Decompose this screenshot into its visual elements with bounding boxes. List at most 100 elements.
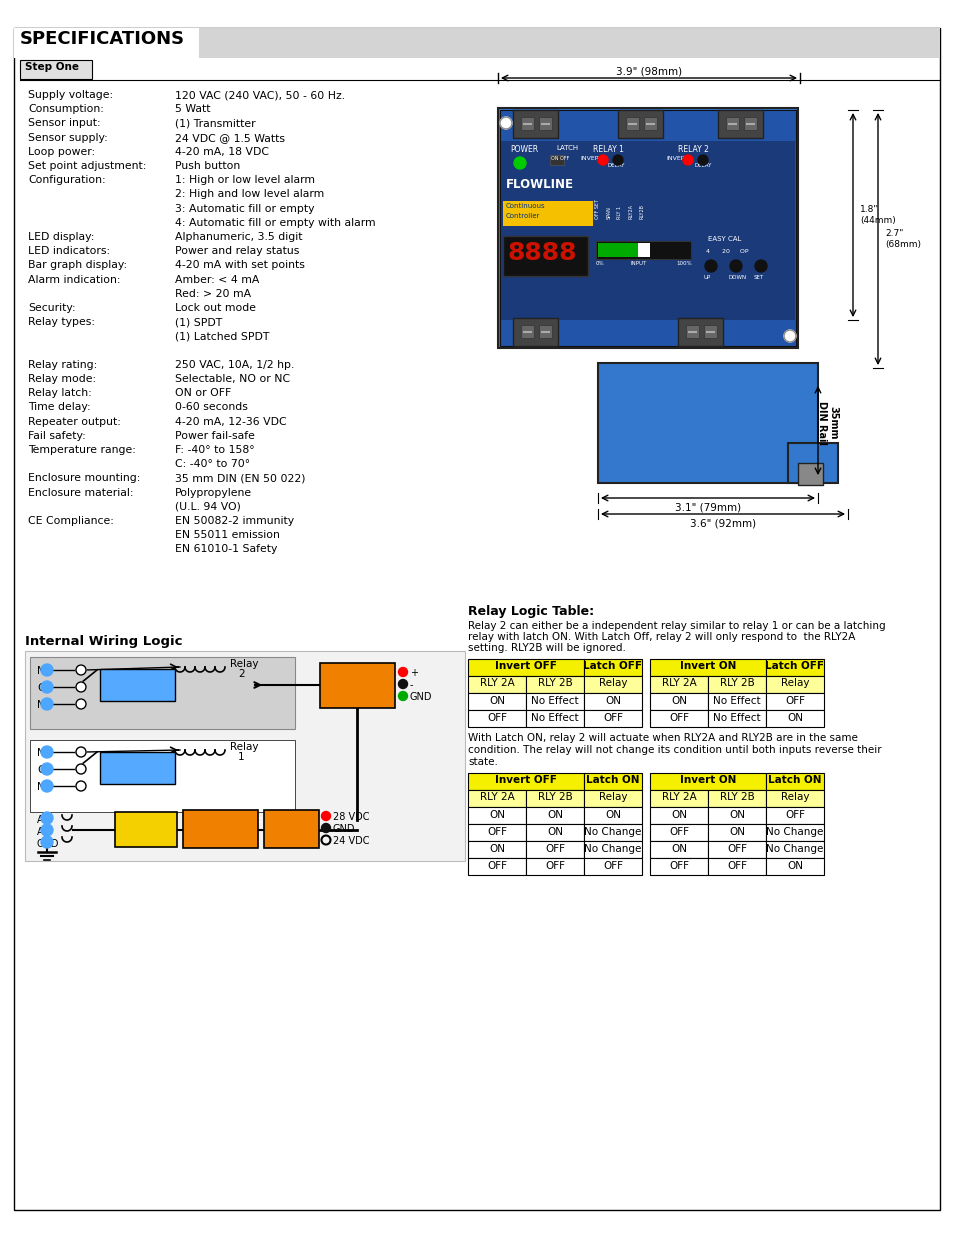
FancyBboxPatch shape <box>525 806 583 824</box>
Text: ON: ON <box>604 697 620 706</box>
Text: RLY 2A: RLY 2A <box>661 678 696 688</box>
Text: SPECIFICATIONS: SPECIFICATIONS <box>20 30 185 48</box>
Text: state.: state. <box>468 757 497 767</box>
Text: 5 Watt: 5 Watt <box>174 104 211 114</box>
Text: C: C <box>37 764 45 776</box>
Text: ON OFF: ON OFF <box>551 156 569 161</box>
FancyBboxPatch shape <box>649 710 707 727</box>
Text: Input: Input <box>272 829 303 839</box>
FancyBboxPatch shape <box>538 117 552 130</box>
Text: F: -40° to 158°: F: -40° to 158° <box>174 445 254 454</box>
FancyBboxPatch shape <box>468 676 525 693</box>
FancyBboxPatch shape <box>583 676 641 693</box>
FancyBboxPatch shape <box>497 107 797 348</box>
FancyBboxPatch shape <box>468 693 525 710</box>
FancyBboxPatch shape <box>183 810 257 848</box>
Text: OFF: OFF <box>486 861 506 871</box>
FancyBboxPatch shape <box>649 790 707 806</box>
FancyBboxPatch shape <box>765 790 823 806</box>
Text: POWER: POWER <box>510 144 537 154</box>
Text: INPUT: INPUT <box>630 261 646 266</box>
Text: (1) Latched SPDT: (1) Latched SPDT <box>174 331 269 341</box>
Circle shape <box>321 824 330 832</box>
Circle shape <box>754 261 766 272</box>
FancyBboxPatch shape <box>502 177 593 226</box>
Text: 35mm
DIN Rail: 35mm DIN Rail <box>817 401 838 445</box>
Text: AC: AC <box>37 815 51 825</box>
Text: Latch OFF: Latch OFF <box>764 661 823 671</box>
Circle shape <box>76 764 86 774</box>
Text: Sensor supply:: Sensor supply: <box>28 132 108 142</box>
Text: ON: ON <box>546 827 562 837</box>
FancyBboxPatch shape <box>649 659 765 676</box>
Circle shape <box>41 664 53 676</box>
Text: 3.9" (98mm): 3.9" (98mm) <box>616 65 681 77</box>
Text: +: + <box>410 668 417 678</box>
Text: Internal Wiring Logic: Internal Wiring Logic <box>25 635 182 648</box>
FancyBboxPatch shape <box>707 693 765 710</box>
Circle shape <box>41 763 53 776</box>
Text: Relay types:: Relay types: <box>28 317 95 327</box>
FancyBboxPatch shape <box>525 693 583 710</box>
Text: condition. The relay will not change its condition until both inputs reverse the: condition. The relay will not change its… <box>468 745 881 755</box>
Text: EN 61010-1 Safety: EN 61010-1 Safety <box>174 545 277 555</box>
FancyBboxPatch shape <box>583 693 641 710</box>
FancyBboxPatch shape <box>468 773 583 790</box>
FancyBboxPatch shape <box>583 773 641 790</box>
Text: No Effect: No Effect <box>713 713 760 722</box>
Text: 35 mm DIN (EN 50 022): 35 mm DIN (EN 50 022) <box>174 473 305 483</box>
FancyBboxPatch shape <box>319 663 395 708</box>
Text: Relay: Relay <box>230 659 258 669</box>
Text: RLY 2B: RLY 2B <box>719 678 754 688</box>
Text: Configuration:: Configuration: <box>28 175 106 185</box>
Text: 3.1" (79mm): 3.1" (79mm) <box>674 501 740 513</box>
Text: Loop power:: Loop power: <box>28 147 95 157</box>
FancyBboxPatch shape <box>500 141 794 320</box>
FancyBboxPatch shape <box>583 659 641 676</box>
Text: SPAN: SPAN <box>606 206 611 219</box>
Circle shape <box>41 811 53 824</box>
Text: With Latch ON, relay 2 will actuate when RLY2A and RLY2B are in the same: With Latch ON, relay 2 will actuate when… <box>468 734 857 743</box>
Text: Power and relay status: Power and relay status <box>174 246 299 256</box>
Text: Sensor input:: Sensor input: <box>28 119 100 128</box>
FancyBboxPatch shape <box>765 841 823 858</box>
FancyBboxPatch shape <box>707 806 765 824</box>
Text: Relay 2 can either be a independent relay similar to relay 1 or can be a latchin: Relay 2 can either be a independent rela… <box>468 621 884 631</box>
Text: OFF: OFF <box>668 861 688 871</box>
Text: 4-20 mA, 18 VDC: 4-20 mA, 18 VDC <box>174 147 269 157</box>
Text: SET: SET <box>753 275 763 280</box>
FancyBboxPatch shape <box>664 153 677 161</box>
Text: 0%: 0% <box>596 261 604 266</box>
Text: Polypropylene: Polypropylene <box>174 488 252 498</box>
Text: RLY 2B: RLY 2B <box>719 792 754 802</box>
Text: 8888: 8888 <box>507 241 577 266</box>
Text: Enclosure mounting:: Enclosure mounting: <box>28 473 140 483</box>
Text: Relay mode:: Relay mode: <box>28 374 96 384</box>
FancyBboxPatch shape <box>14 28 199 58</box>
Text: (1) SPDT: (1) SPDT <box>174 317 222 327</box>
Text: OFF: OFF <box>784 697 804 706</box>
FancyBboxPatch shape <box>703 325 717 338</box>
Circle shape <box>704 261 717 272</box>
FancyBboxPatch shape <box>765 824 823 841</box>
Text: Enclosure material:: Enclosure material: <box>28 488 133 498</box>
Text: relay with latch ON. With Latch Off, relay 2 will only respond to  the RLY2A: relay with latch ON. With Latch Off, rel… <box>468 632 855 642</box>
Text: Relay rating:: Relay rating: <box>28 359 97 369</box>
Text: Relay: Relay <box>780 792 808 802</box>
Text: EASY CAL: EASY CAL <box>707 236 740 242</box>
Text: OFF: OFF <box>486 713 506 722</box>
FancyBboxPatch shape <box>525 790 583 806</box>
FancyBboxPatch shape <box>707 858 765 876</box>
Text: 4-20 mA with set points: 4-20 mA with set points <box>174 261 305 270</box>
FancyBboxPatch shape <box>525 824 583 841</box>
Text: Repeater output:: Repeater output: <box>28 416 121 426</box>
Text: Invert ON: Invert ON <box>679 776 736 785</box>
Text: No Change: No Change <box>583 827 641 837</box>
FancyBboxPatch shape <box>678 317 722 346</box>
Text: Relay: Relay <box>230 742 258 752</box>
Text: Relay Logic Table:: Relay Logic Table: <box>468 605 594 618</box>
FancyBboxPatch shape <box>100 752 174 784</box>
Circle shape <box>682 156 692 165</box>
Text: Relay latch:: Relay latch: <box>28 388 91 398</box>
Text: Time delay:: Time delay: <box>28 403 91 412</box>
